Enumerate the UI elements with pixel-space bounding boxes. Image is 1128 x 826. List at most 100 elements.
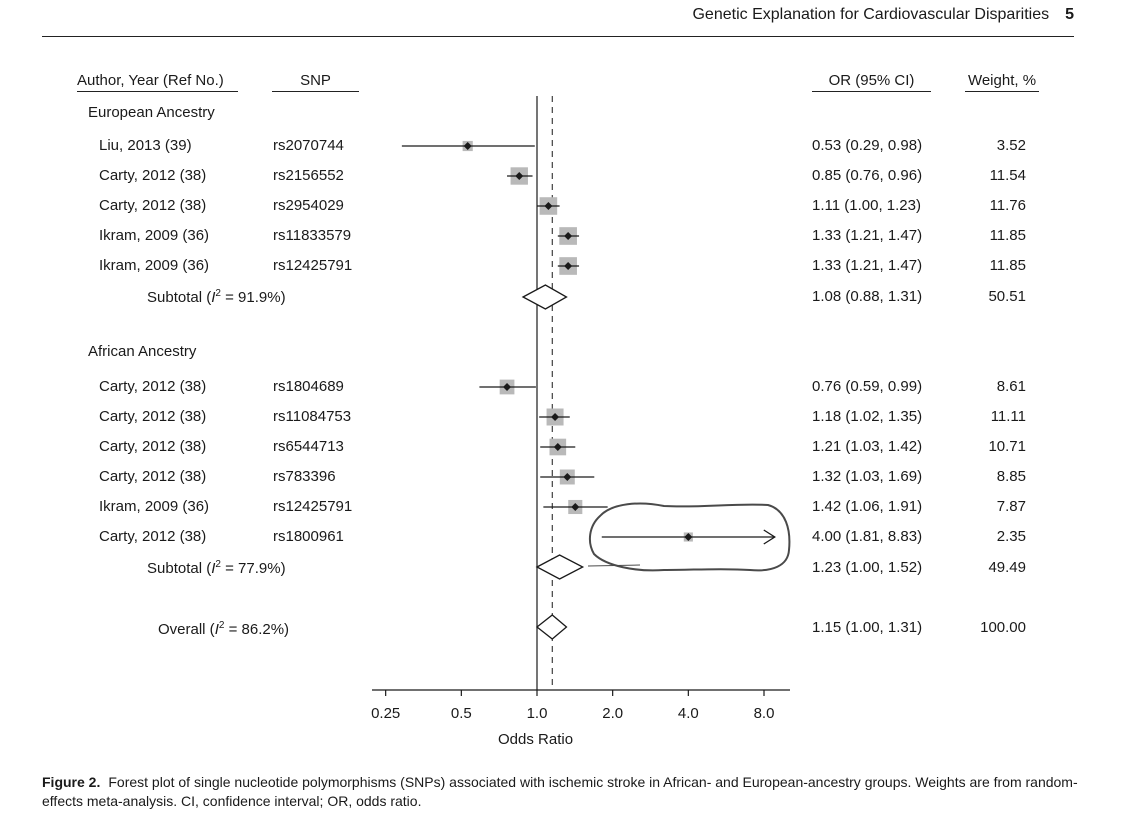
- ci-arrow-right: [763, 529, 776, 545]
- figure-caption: Figure 2. Forest plot of single nucleotid…: [42, 773, 1082, 811]
- study-or: 1.33 (1.21, 1.47): [812, 257, 923, 274]
- subtotal-european-i: I: [211, 289, 216, 306]
- study-author: Carty, 2012 (38): [99, 197, 207, 214]
- study-snp: rs783396: [273, 468, 336, 485]
- subtotal-european-weight: 50.51: [988, 288, 1026, 305]
- subtotal-diamond-african: [535, 554, 585, 580]
- subtotal-label-european: Subtotal (I2 = 91.9%): [147, 288, 286, 306]
- study-snp: rs12425791: [273, 257, 353, 274]
- study-weight: 3.52: [996, 137, 1026, 154]
- subtotal-european-sup: 2: [215, 288, 221, 299]
- study-weight: 11.76: [989, 197, 1026, 214]
- subtotal-diamond-european: [521, 284, 568, 310]
- study-author: Liu, 2013 (39): [99, 137, 192, 154]
- subtotal-european-suffix: = 91.9%): [220, 289, 286, 306]
- study-author: Carty, 2012 (38): [99, 378, 207, 395]
- study-point-estimate: [551, 413, 560, 421]
- subtotal-african-suffix: = 77.9%): [220, 560, 286, 577]
- x-tick-label: 0.5: [451, 705, 472, 722]
- study-author: Ikram, 2009 (36): [99, 498, 210, 515]
- study-point-estimate: [564, 232, 573, 240]
- header-rule: [42, 36, 1074, 37]
- running-head-title: Genetic Explanation for Cardiovascular D…: [692, 6, 1050, 23]
- figure-caption-label: Figure 2.: [42, 774, 101, 790]
- x-tick-label: 0.25: [371, 705, 400, 722]
- study-weight: 8.85: [996, 468, 1026, 485]
- study-or: 1.33 (1.21, 1.47): [812, 227, 923, 244]
- study-weight: 11.11: [990, 408, 1026, 425]
- study-author: Carty, 2012 (38): [99, 167, 207, 184]
- study-author: Carty, 2012 (38): [99, 528, 207, 545]
- page-number: 5: [1065, 6, 1074, 23]
- study-point-estimate: [515, 172, 524, 180]
- study-weight: 11.85: [989, 257, 1026, 274]
- study-snp: rs1800961: [273, 528, 344, 545]
- x-tick-label: 1.0: [527, 705, 548, 722]
- overall-prefix: Overall (: [158, 621, 215, 638]
- study-or: 4.00 (1.81, 8.83): [812, 528, 923, 545]
- study-weight: 8.61: [996, 378, 1026, 395]
- subtotal-african-i: I: [211, 560, 216, 577]
- study-author: Ikram, 2009 (36): [99, 257, 210, 274]
- study-or: 0.85 (0.76, 0.96): [812, 167, 923, 184]
- study-author: Carty, 2012 (38): [99, 438, 207, 455]
- study-point-estimate: [553, 443, 562, 451]
- study-snp: rs2954029: [273, 197, 344, 214]
- study-or: 1.32 (1.03, 1.69): [812, 468, 923, 485]
- study-point-estimate: [564, 262, 573, 270]
- subtotal-african-weight: 49.49: [988, 559, 1026, 576]
- study-snp: rs6544713: [273, 438, 344, 455]
- study-weight: 2.35: [996, 528, 1026, 545]
- x-tick-label: 4.0: [678, 705, 699, 722]
- study-or: 1.42 (1.06, 1.91): [812, 498, 923, 515]
- forest-plot: 0.25 0.5 1.0 2.0 4.0 8.0: [371, 96, 791, 722]
- study-point-estimate: [544, 202, 553, 210]
- study-point-estimate: [563, 473, 572, 481]
- column-header-author: Author, Year (Ref No.): [77, 72, 238, 92]
- subtotal-african-or: 1.23 (1.00, 1.52): [812, 559, 923, 576]
- study-or: 1.18 (1.02, 1.35): [812, 408, 923, 425]
- overall-weight: 100.00: [980, 619, 1026, 636]
- study-snp: rs2156552: [273, 167, 344, 184]
- subtotal-label-african: Subtotal (I2 = 77.9%): [147, 559, 286, 577]
- study-snp: rs2070744: [273, 137, 344, 154]
- study-weight: 7.87: [996, 498, 1026, 515]
- column-header-or: OR (95% CI): [812, 72, 931, 92]
- study-or: 1.11 (1.00, 1.23): [812, 197, 921, 214]
- overall-label: Overall (I2 = 86.2%): [158, 620, 289, 638]
- study-or: 1.21 (1.03, 1.42): [812, 438, 923, 455]
- study-or: 0.76 (0.59, 0.99): [812, 378, 923, 395]
- study-point-estimate: [571, 503, 580, 511]
- overall-sup: 2: [218, 620, 225, 631]
- study-snp: rs1804689: [273, 378, 344, 395]
- study-weight: 10.71: [988, 438, 1026, 455]
- study-weight: 11.85: [989, 227, 1026, 244]
- column-header-snp: SNP: [272, 72, 359, 92]
- subtotal-african-prefix: Subtotal (: [147, 560, 212, 577]
- running-head: Genetic Explanation for Cardiovascular D…: [692, 6, 1074, 24]
- highlight-annotation-loop: [588, 502, 791, 572]
- x-tick-label: 2.0: [602, 705, 623, 722]
- column-header-weight: Weight, %: [965, 72, 1039, 92]
- study-or: 0.53 (0.29, 0.98): [812, 137, 923, 154]
- study-snp: rs11084753: [273, 408, 352, 425]
- subtotal-european-prefix: Subtotal (: [147, 289, 212, 306]
- study-snp: rs12425791: [273, 498, 353, 515]
- x-axis-label: Odds Ratio: [498, 731, 574, 748]
- subtotal-european-or: 1.08 (0.88, 1.31): [812, 288, 923, 305]
- group-label-european: European Ancestry: [88, 104, 215, 121]
- overall-or: 1.15 (1.00, 1.31): [812, 619, 923, 636]
- study-point-estimate: [503, 383, 512, 391]
- study-point-estimate: [684, 533, 693, 541]
- study-author: Carty, 2012 (38): [99, 468, 207, 485]
- overall-i: I: [214, 621, 219, 638]
- study-snp: rs11833579: [273, 227, 352, 244]
- highlight-annotation-tail: [587, 564, 641, 567]
- x-tick-label: 8.0: [754, 705, 775, 722]
- study-point-estimate: [463, 142, 472, 150]
- overall-diamond: [535, 614, 568, 640]
- overall-suffix: = 86.2%): [224, 621, 290, 638]
- figure-caption-text: Forest plot of single nucleotide polymor…: [42, 774, 1078, 809]
- study-author: Carty, 2012 (38): [99, 408, 207, 425]
- study-author: Ikram, 2009 (36): [99, 227, 210, 244]
